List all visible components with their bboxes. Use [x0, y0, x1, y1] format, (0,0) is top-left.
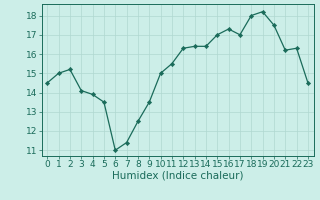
- X-axis label: Humidex (Indice chaleur): Humidex (Indice chaleur): [112, 171, 243, 181]
